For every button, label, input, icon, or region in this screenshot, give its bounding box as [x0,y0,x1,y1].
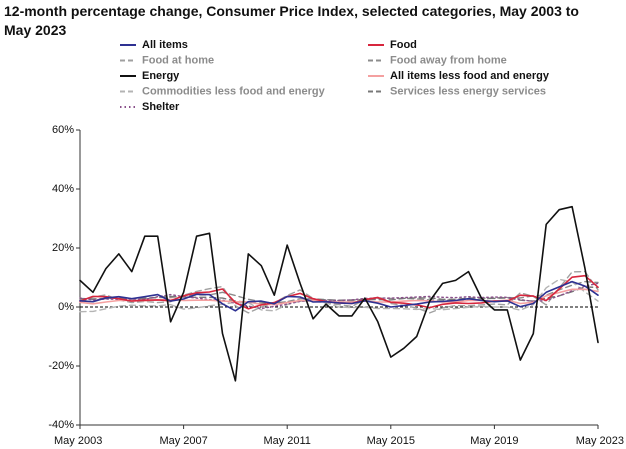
y-tick-label: 20% [52,242,74,254]
legend-label: Commodities less food and energy [142,85,326,97]
legend-label: Energy [142,70,180,82]
y-tick-label: -40% [48,419,74,431]
x-tick-label: May 2003 [54,435,102,447]
x-tick-label: May 2015 [367,435,415,447]
y-tick-label: 40% [52,183,74,195]
y-tick-label: 60% [52,124,74,136]
x-tick-label: May 2019 [470,435,518,447]
legend-label: Food [390,39,417,51]
series-line [79,280,599,312]
legend-label: Food away from home [390,54,507,66]
series-line [79,278,599,313]
x-tick-label: May 2011 [263,435,311,447]
legend-label: Food at home [142,54,214,66]
y-tick-label: 0% [58,301,74,313]
legend-label: All items [142,39,188,51]
chart-title: 12-month percentage change, Consumer Pri… [4,3,579,38]
legend-label: All items less food and energy [390,70,550,82]
legend-label: Services less energy services [390,85,546,97]
x-tick-label: May 2007 [159,435,207,447]
series-line [79,205,599,382]
y-tick-label: -20% [48,360,74,372]
x-tick-label: May 2023 [576,435,624,447]
legend-label: Shelter [142,101,180,113]
